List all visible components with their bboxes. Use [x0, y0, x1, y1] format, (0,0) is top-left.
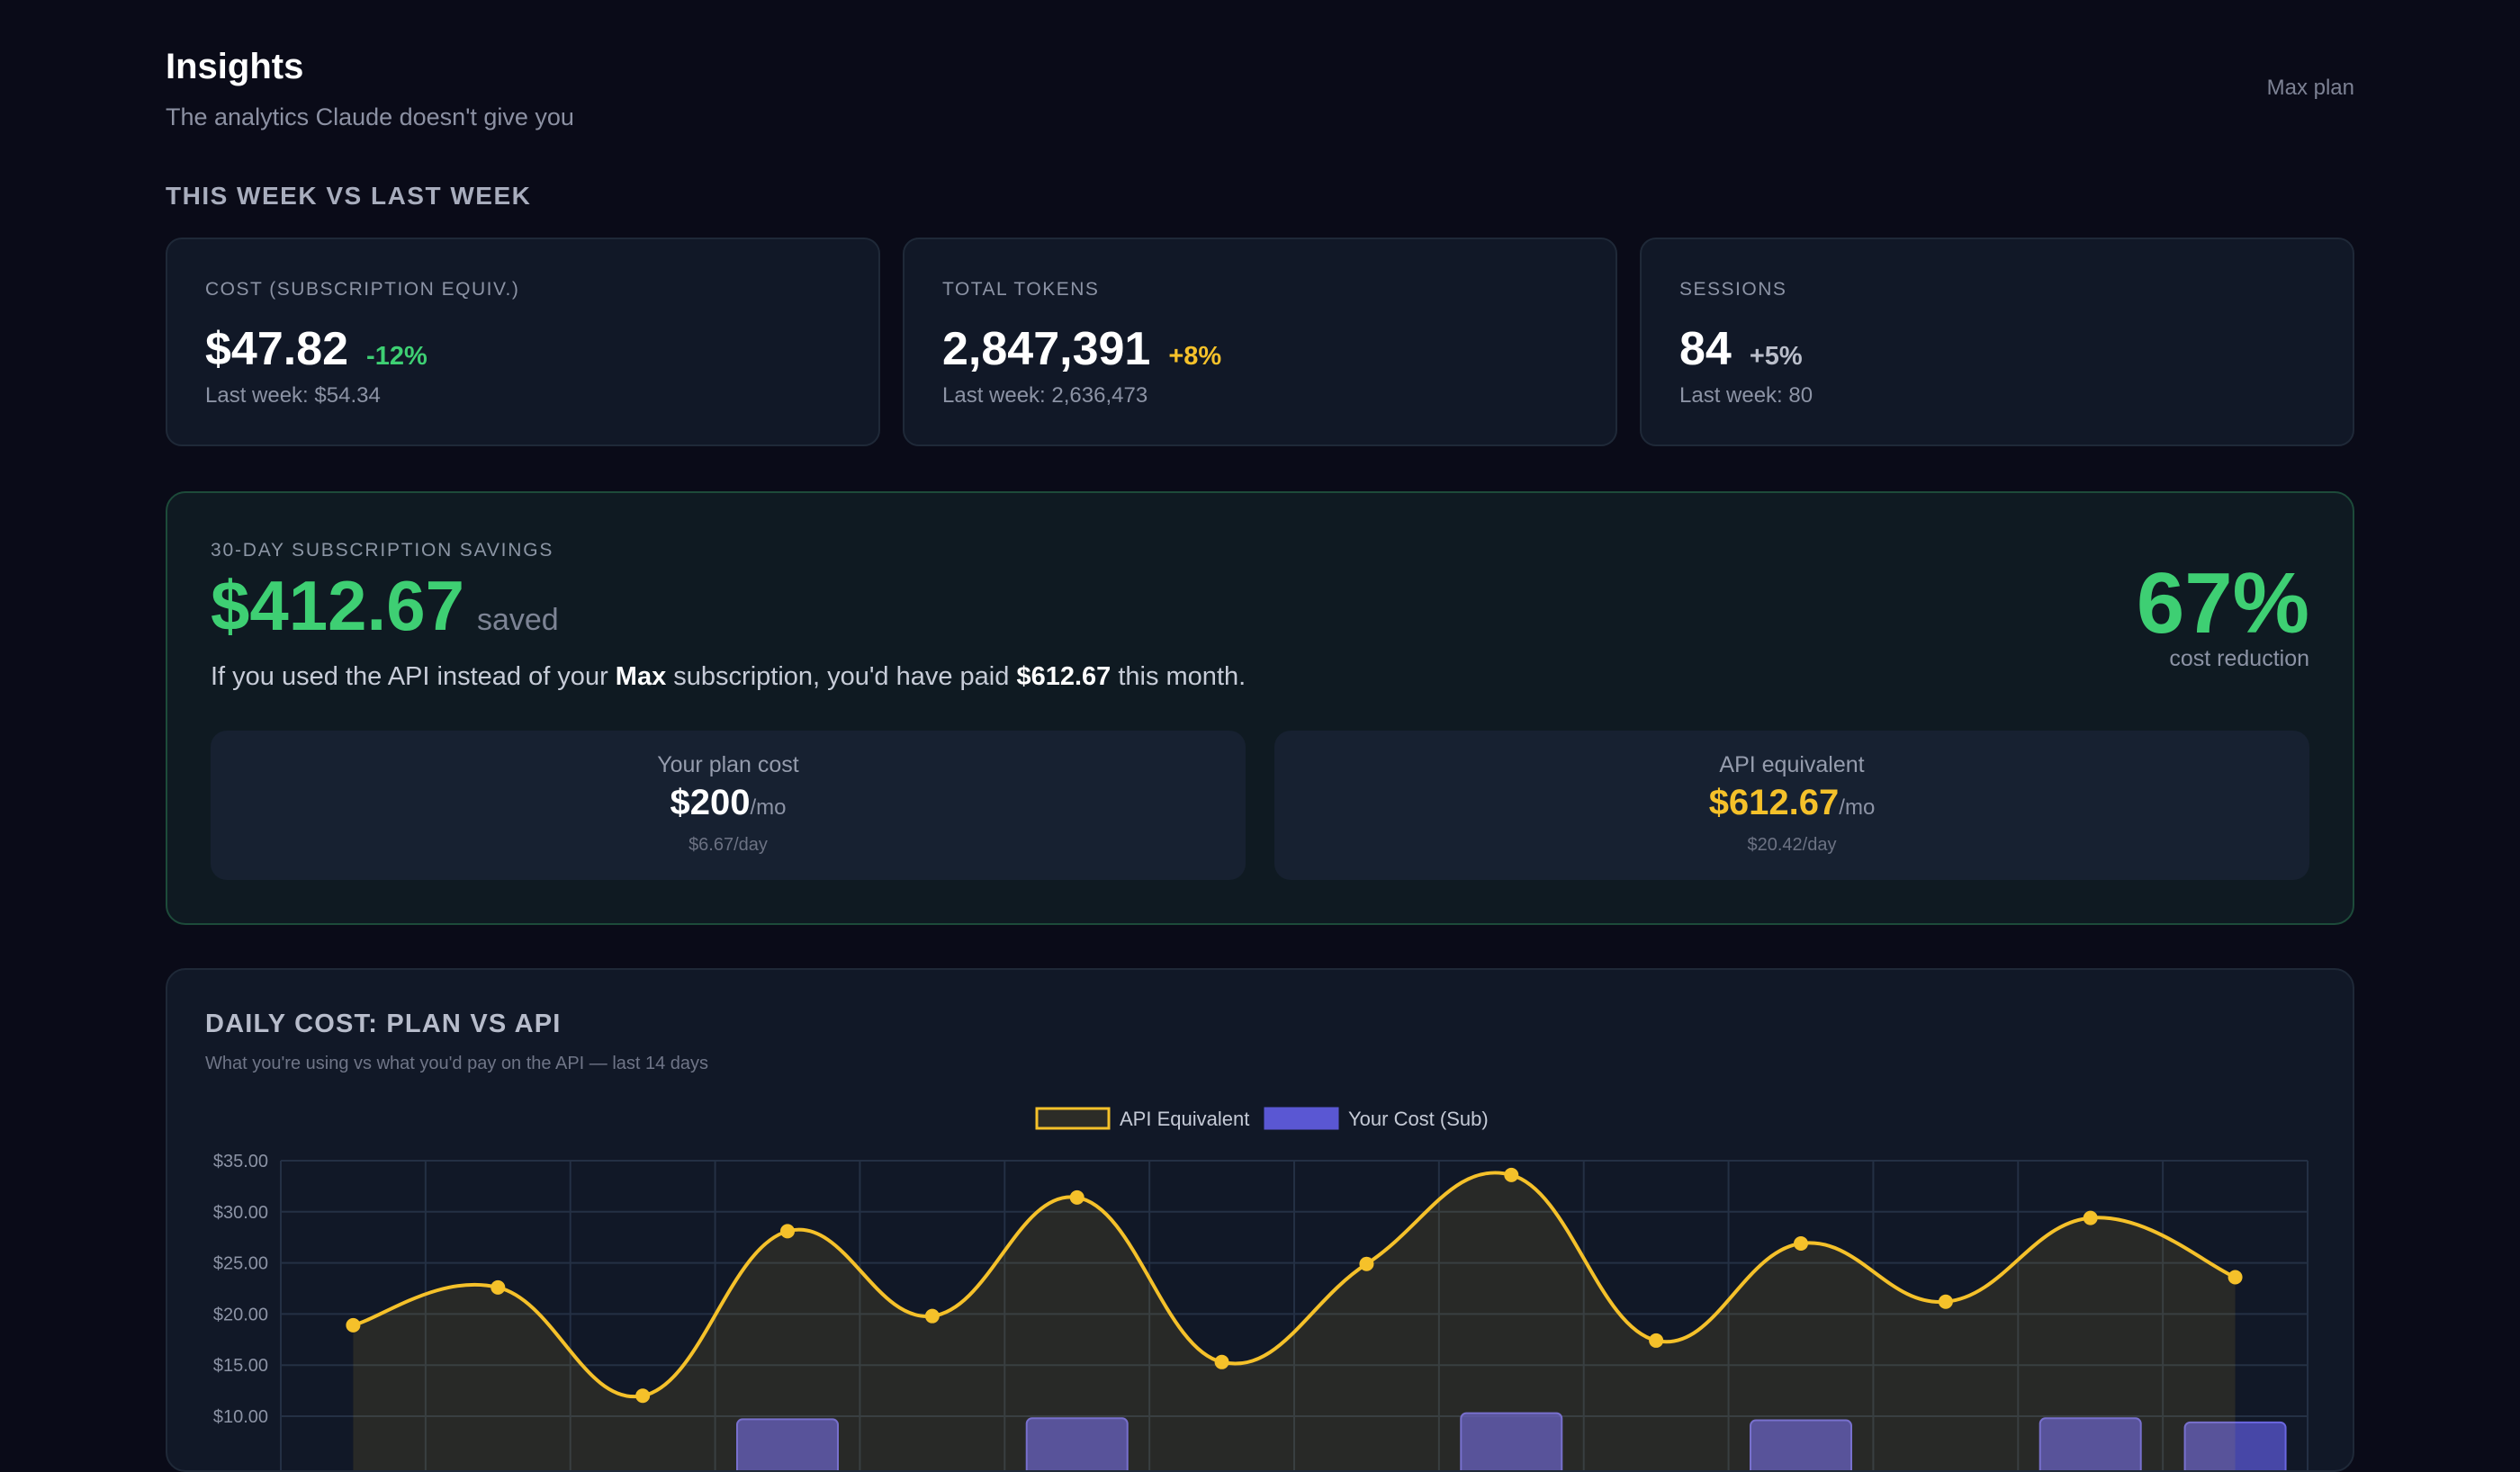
- page-subtitle: The analytics Claude doesn't give you: [166, 103, 574, 130]
- api-point: [1214, 1354, 1229, 1369]
- api-equivalent-amount: $612.67: [1708, 783, 1840, 822]
- week-section-title: THIS WEEK VS LAST WEEK: [166, 182, 532, 210]
- api-point: [2228, 1270, 2243, 1285]
- y-tick-label: $35.00: [213, 1152, 268, 1171]
- plan-cost-label: Your plan cost: [657, 752, 799, 777]
- savings-amount-value: $412.67: [211, 566, 464, 645]
- stat-delta: -12%: [366, 342, 428, 371]
- api-point: [1794, 1236, 1808, 1252]
- api-point: [346, 1317, 361, 1333]
- plan-cost-box: Your plan cost $200/mo $6.67/day: [211, 731, 1246, 880]
- plan-cost-unit: /mo: [750, 795, 787, 820]
- api-point: [2083, 1210, 2098, 1225]
- stat-delta: +8%: [1168, 342, 1222, 371]
- api-point: [924, 1308, 940, 1324]
- api-equivalent-unit: /mo: [1839, 795, 1876, 820]
- y-tick-label: $15.00: [213, 1356, 268, 1376]
- stat-card-tokens: TOTAL TOKENS 2,847,391 +8% Last week: 2,6…: [903, 238, 1617, 446]
- stat-value: 2,847,391 +8%: [942, 322, 1221, 376]
- savings-text-middle: subscription, you'd have paid: [666, 662, 1017, 691]
- y-tick-label: $20.00: [213, 1305, 268, 1324]
- legend-label-sub: Your Cost (Sub): [1348, 1108, 1489, 1130]
- plan-cost-per-day: $6.67/day: [688, 835, 768, 855]
- stat-value-text: 84: [1679, 323, 1732, 375]
- api-point: [1938, 1294, 1953, 1309]
- chart-subtitle: What you're using vs what you'd pay on t…: [205, 1054, 709, 1073]
- stat-value: 84 +5%: [1679, 322, 1803, 376]
- stat-card-sessions: SESSIONS 84 +5% Last week: 80: [1640, 238, 2354, 446]
- legend-label-api: API Equivalent: [1120, 1108, 1249, 1130]
- stat-delta: +5%: [1749, 342, 1803, 371]
- stat-value: $47.82 -12%: [205, 322, 428, 376]
- insights-page: Insights The analytics Claude doesn't gi…: [166, 0, 2354, 1472]
- savings-api-total: $612.67: [1016, 662, 1112, 691]
- api-point: [635, 1388, 651, 1404]
- stat-value-text: 2,847,391: [942, 323, 1151, 375]
- savings-saved-word: saved: [476, 603, 559, 637]
- api-line: [352, 1171, 2236, 1399]
- api-point: [490, 1279, 506, 1295]
- stat-label: TOTAL TOKENS: [942, 279, 1100, 300]
- api-area: [353, 1172, 2236, 1470]
- y-tick-label: $30.00: [213, 1203, 268, 1223]
- chart-title: DAILY COST: PLAN VS API: [205, 1010, 562, 1038]
- stat-value-text: $47.82: [205, 323, 349, 375]
- y-tick-label: $10.00: [213, 1407, 268, 1427]
- stat-last-week: Last week: 80: [1679, 383, 1814, 408]
- savings-plan-name: Max: [615, 662, 667, 691]
- daily-cost-chart-card: DAILY COST: PLAN VS API What you're usin…: [166, 968, 2354, 1472]
- api-equivalent-per-day: $20.42/day: [1747, 835, 1837, 855]
- stat-label: SESSIONS: [1679, 279, 1787, 300]
- stat-last-week: Last week: 2,636,473: [942, 383, 1148, 408]
- plan-cost-amount: $200: [670, 783, 751, 822]
- savings-label: 30-DAY SUBSCRIPTION SAVINGS: [211, 540, 554, 561]
- api-equivalent-box: API equivalent $612.67/mo $20.42/day: [1274, 731, 2309, 880]
- api-equivalent-label: API equivalent: [1719, 752, 1865, 777]
- y-tick-label: $25.00: [213, 1254, 268, 1274]
- header: Insights The analytics Claude doesn't gi…: [166, 0, 2354, 180]
- savings-card: 30-DAY SUBSCRIPTION SAVINGS $412.67 saved…: [166, 491, 2354, 925]
- stat-label: COST (SUBSCRIPTION EQUIV.): [205, 279, 520, 300]
- page-title: Insights: [166, 47, 304, 86]
- savings-text-suffix: this month.: [1111, 662, 1246, 691]
- api-point: [1359, 1256, 1374, 1271]
- stat-last-week: Last week: $54.34: [205, 383, 381, 408]
- savings-percent-label: cost reduction: [2169, 646, 2309, 671]
- stat-card-cost: COST (SUBSCRIPTION EQUIV.) $47.82 -12% La…: [166, 238, 880, 446]
- stat-cards: COST (SUBSCRIPTION EQUIV.) $47.82 -12% La…: [166, 238, 2354, 448]
- api-point: [1649, 1333, 1664, 1348]
- savings-text-prefix: If you used the API instead of your: [211, 662, 616, 691]
- savings-explanation: If you used the API instead of your Max …: [211, 662, 1246, 692]
- plan-label: Max plan: [2266, 76, 2354, 100]
- api-point: [1069, 1189, 1084, 1205]
- legend-swatch-api: [1035, 1107, 1111, 1130]
- daily-cost-chart: $10.00 $15.00 $20.00 $25.00 $30.00 $35.00 API …: [213, 1107, 2308, 1470]
- legend-swatch-sub: [1264, 1107, 1339, 1130]
- api-point: [780, 1224, 795, 1239]
- plan-cost-value: $200/mo: [211, 783, 1246, 823]
- api-point: [1504, 1167, 1519, 1182]
- savings-percent: 67%: [2136, 555, 2309, 651]
- savings-amount: $412.67 saved: [211, 565, 559, 647]
- api-equivalent-value: $612.67/mo: [1274, 783, 2309, 823]
